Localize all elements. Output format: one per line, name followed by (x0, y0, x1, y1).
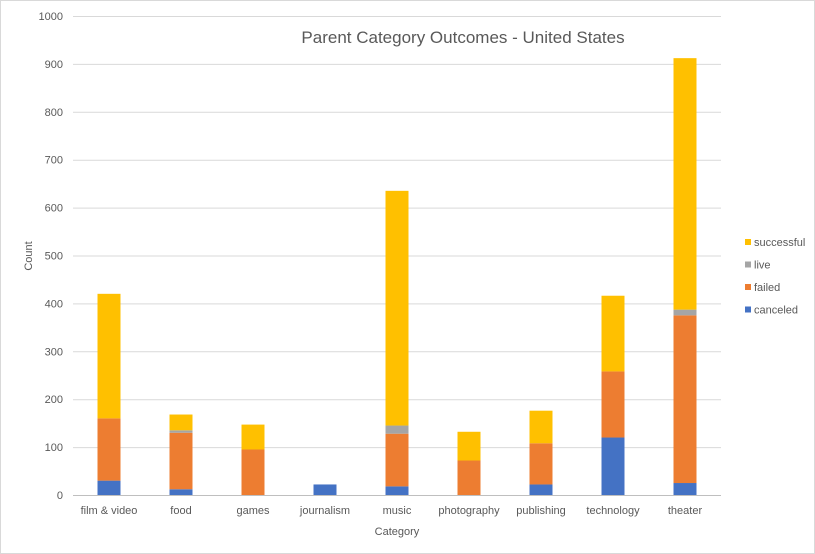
bar-segment-failed (601, 371, 625, 438)
bar-segment-successful (673, 58, 697, 310)
bar-segment-failed (385, 433, 409, 487)
y-tick-label: 1000 (39, 11, 63, 23)
bar-segment-failed (241, 449, 265, 495)
bar-segment-failed (457, 460, 481, 495)
bars (97, 58, 697, 495)
bar-segment-live (169, 430, 193, 433)
legend-swatch-canceled (745, 306, 751, 313)
y-tick-label: 100 (45, 442, 63, 454)
bar-segment-successful (169, 414, 193, 431)
bar-segment-canceled (529, 484, 553, 495)
bar-segment-successful (241, 424, 265, 450)
y-tick-label: 400 (45, 298, 63, 310)
legend: successful live failed canceled (745, 237, 805, 317)
bar-segment-canceled (673, 483, 697, 495)
x-tick-labels: film & video food games journalism music phot… (81, 505, 703, 517)
bar-segment-canceled (97, 480, 121, 495)
bar-segment-successful (97, 293, 121, 419)
bar-segment-successful (457, 431, 481, 461)
legend-label-live: live (754, 260, 771, 272)
y-tick-label: 200 (45, 394, 63, 406)
y-tick-label: 800 (45, 107, 63, 119)
chart-title: Parent Category Outcomes - United States (301, 28, 624, 47)
x-tick-label: film & video (81, 505, 138, 517)
legend-label-failed: failed (754, 282, 780, 294)
bar-segment-successful (529, 410, 553, 444)
bar-segment-successful (385, 190, 409, 426)
bar-segment-failed (97, 418, 121, 481)
bar-segment-live (673, 309, 697, 316)
x-tick-label: games (236, 505, 270, 517)
legend-swatch-failed (745, 284, 751, 290)
x-tick-label: publishing (516, 505, 566, 517)
y-tick-labels: 0 100 200 300 400 500 600 700 800 900 1000 (39, 11, 63, 502)
legend-swatch-live (745, 261, 751, 268)
legend-swatch-successful (745, 239, 751, 245)
legend-label-successful: successful (754, 237, 805, 249)
bar-segment-failed (169, 432, 193, 490)
bar-segment-live (385, 425, 409, 434)
x-tick-label: journalism (299, 505, 350, 517)
y-tick-label: 300 (45, 346, 63, 358)
y-axis-title: Count (23, 241, 35, 270)
bar-segment-canceled (601, 437, 625, 495)
bar-segment-failed (673, 315, 697, 484)
bar-segment-canceled (385, 486, 409, 495)
y-tick-label: 900 (45, 59, 63, 71)
bar-segment-failed (529, 443, 553, 485)
y-tick-label: 600 (45, 203, 63, 215)
x-tick-label: food (170, 505, 191, 517)
y-tick-label: 500 (45, 251, 63, 263)
x-tick-label: theater (668, 505, 703, 517)
y-tick-label: 700 (45, 155, 63, 167)
bar-segment-canceled (313, 484, 337, 495)
x-tick-label: technology (586, 505, 640, 517)
x-axis-title: Category (375, 526, 420, 538)
x-tick-label: music (383, 505, 412, 517)
bar-segment-canceled (169, 489, 193, 495)
x-tick-label: photography (438, 505, 500, 517)
legend-label-canceled: canceled (754, 305, 798, 317)
bar-segment-successful (601, 295, 625, 372)
y-tick-label: 0 (57, 490, 63, 502)
